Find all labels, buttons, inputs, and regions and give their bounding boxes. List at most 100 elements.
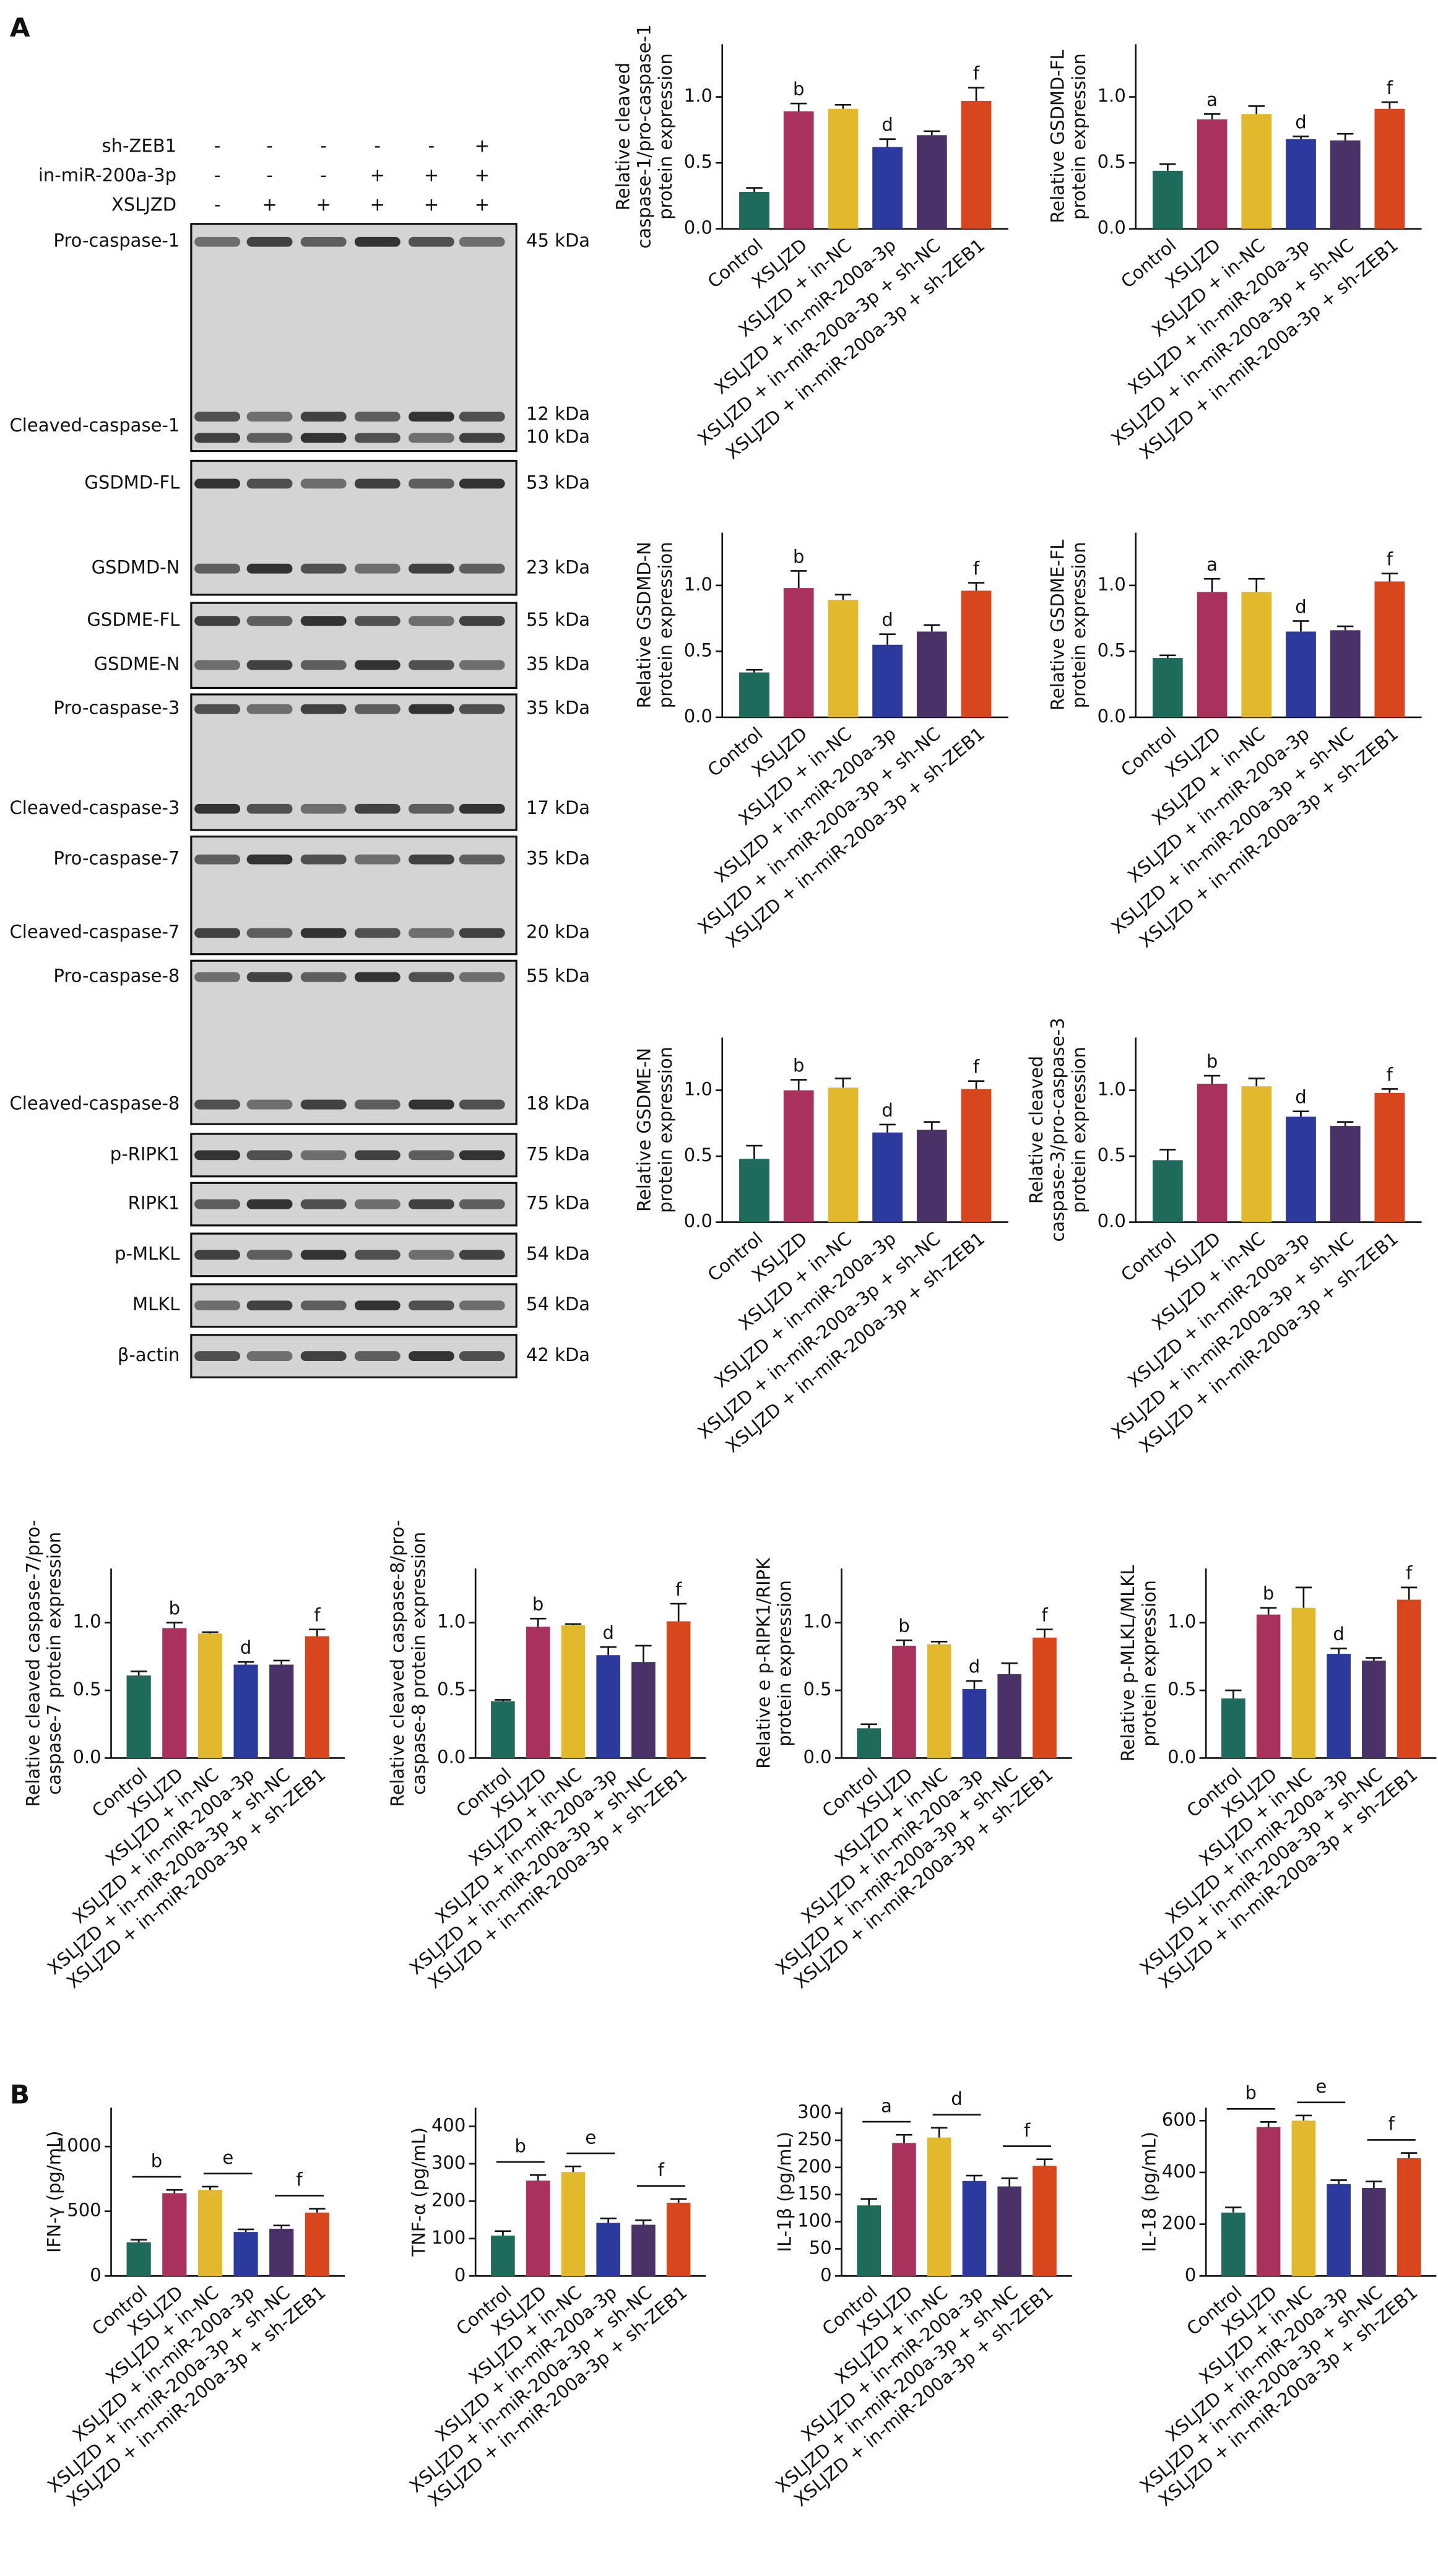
significance-label: b xyxy=(1263,1583,1274,1604)
treatment-sign: - xyxy=(266,165,272,186)
y-axis-label: Relative GSDMD-N xyxy=(634,542,655,708)
band-label: RIPK1 xyxy=(128,1193,180,1214)
blot-band xyxy=(246,563,293,574)
blot-band xyxy=(246,1300,293,1311)
bar xyxy=(892,2143,916,2276)
y-tick-label: 1.0 xyxy=(1098,574,1126,595)
blot-band xyxy=(194,1351,241,1361)
y-axis-label: protein expression xyxy=(1068,1047,1089,1213)
significance-label: b xyxy=(793,79,804,100)
bar xyxy=(269,1664,294,1758)
error-bar xyxy=(273,2224,290,2229)
band-label: Pro-caspase-7 xyxy=(53,848,180,869)
error-bar xyxy=(924,1121,940,1130)
bar xyxy=(997,1674,1022,1758)
bar xyxy=(1241,592,1272,717)
bar xyxy=(828,600,859,717)
blot-band xyxy=(354,616,401,626)
y-tick-label: 0.5 xyxy=(1098,1144,1126,1165)
treatment-sign: + xyxy=(370,194,385,215)
treatment-sign: - xyxy=(320,165,326,186)
blot-band xyxy=(459,1150,505,1160)
bar xyxy=(491,1701,515,1758)
treatment-sign: + xyxy=(370,165,385,186)
band-label: GSDMD-N xyxy=(92,557,180,578)
y-tick-label: 1.0 xyxy=(684,574,713,595)
y-axis-label: protein expression xyxy=(1068,542,1089,708)
band-label: GSDMD-FL xyxy=(84,472,180,493)
error-bar xyxy=(166,2189,183,2193)
band-label: p-MLKL xyxy=(115,1243,180,1264)
bar xyxy=(197,2190,223,2276)
y-tick-label: 0.0 xyxy=(1098,1211,1126,1232)
blot-band xyxy=(246,616,293,626)
error-bar xyxy=(1381,101,1398,109)
significance-label: b xyxy=(898,1615,909,1636)
error-bar xyxy=(968,582,985,591)
bar xyxy=(1374,1092,1405,1222)
kda-label: 75 kDa xyxy=(526,1193,590,1214)
error-bar xyxy=(966,2174,983,2181)
error-bar xyxy=(670,2198,687,2203)
blot-band xyxy=(194,433,241,443)
blot-band xyxy=(459,660,505,670)
error-bar xyxy=(879,633,896,645)
blot-band xyxy=(459,854,505,865)
error-bar xyxy=(600,2217,617,2223)
y-tick-label: 0 xyxy=(1185,2264,1196,2285)
error-bar xyxy=(924,624,940,632)
y-tick-label: 200 xyxy=(1162,2213,1196,2234)
error-bar xyxy=(1330,2179,1347,2184)
y-axis-label: Relative GSDME-FL xyxy=(1047,539,1068,711)
blot-band xyxy=(459,1250,505,1260)
blot-band xyxy=(300,972,347,982)
blot-band xyxy=(459,1351,505,1361)
bar xyxy=(1256,1614,1281,1758)
error-bar xyxy=(1001,1662,1018,1674)
y-tick-label: 1.0 xyxy=(684,85,713,106)
significance-label: d xyxy=(602,1622,613,1643)
bar xyxy=(1330,140,1361,229)
blot-band xyxy=(194,704,241,714)
blot-box xyxy=(190,959,518,1125)
bar xyxy=(1374,581,1405,717)
error-bar xyxy=(1248,577,1265,592)
significance-label: a xyxy=(881,2095,892,2116)
significance-label: d xyxy=(1333,1623,1344,1645)
error-bar xyxy=(1248,1078,1265,1087)
significance-label: b xyxy=(532,1594,544,1615)
treatment-sign: + xyxy=(262,194,277,215)
blot-band xyxy=(246,928,293,938)
y-tick-label: 0.0 xyxy=(437,1746,466,1767)
significance-label: d xyxy=(240,1637,251,1658)
error-bar xyxy=(635,2219,652,2225)
significance-label: f xyxy=(1388,2114,1395,2135)
significance-label: d xyxy=(881,610,893,631)
bar xyxy=(927,1644,951,1758)
treatment-sign: + xyxy=(475,194,490,215)
blot-band xyxy=(354,236,401,247)
error-bar xyxy=(931,1641,948,1645)
bar xyxy=(1241,114,1272,229)
error-bar xyxy=(273,1659,290,1665)
y-tick-label: 100 xyxy=(797,2210,831,2231)
y-axis-label: caspase-8 protein expression xyxy=(408,1532,429,1795)
error-bar xyxy=(1293,136,1309,139)
bar xyxy=(1286,1117,1316,1222)
significance-label: a xyxy=(1206,89,1218,110)
band-label: Cleaved-caspase-1 xyxy=(10,415,180,436)
y-axis-label: Relative cleaved xyxy=(612,63,633,210)
error-bar xyxy=(495,1699,511,1701)
kda-label: 35 kDa xyxy=(526,848,590,869)
blot-band xyxy=(354,1199,401,1209)
error-bar xyxy=(746,668,763,673)
y-tick-label: 0.5 xyxy=(73,1679,102,1700)
y-axis-label: protein expression xyxy=(1068,53,1089,220)
y-axis-label: TNF-α (pg/mL) xyxy=(408,2127,429,2257)
error-bar xyxy=(495,2230,511,2236)
error-bar xyxy=(790,1079,807,1091)
y-tick-label: 0 xyxy=(454,2264,466,2285)
x-tick-label: XSLJZD + in-miR-200a-3p + sh-NC xyxy=(43,1764,294,1979)
bar xyxy=(1152,1160,1183,1222)
blot-band xyxy=(408,1300,454,1311)
